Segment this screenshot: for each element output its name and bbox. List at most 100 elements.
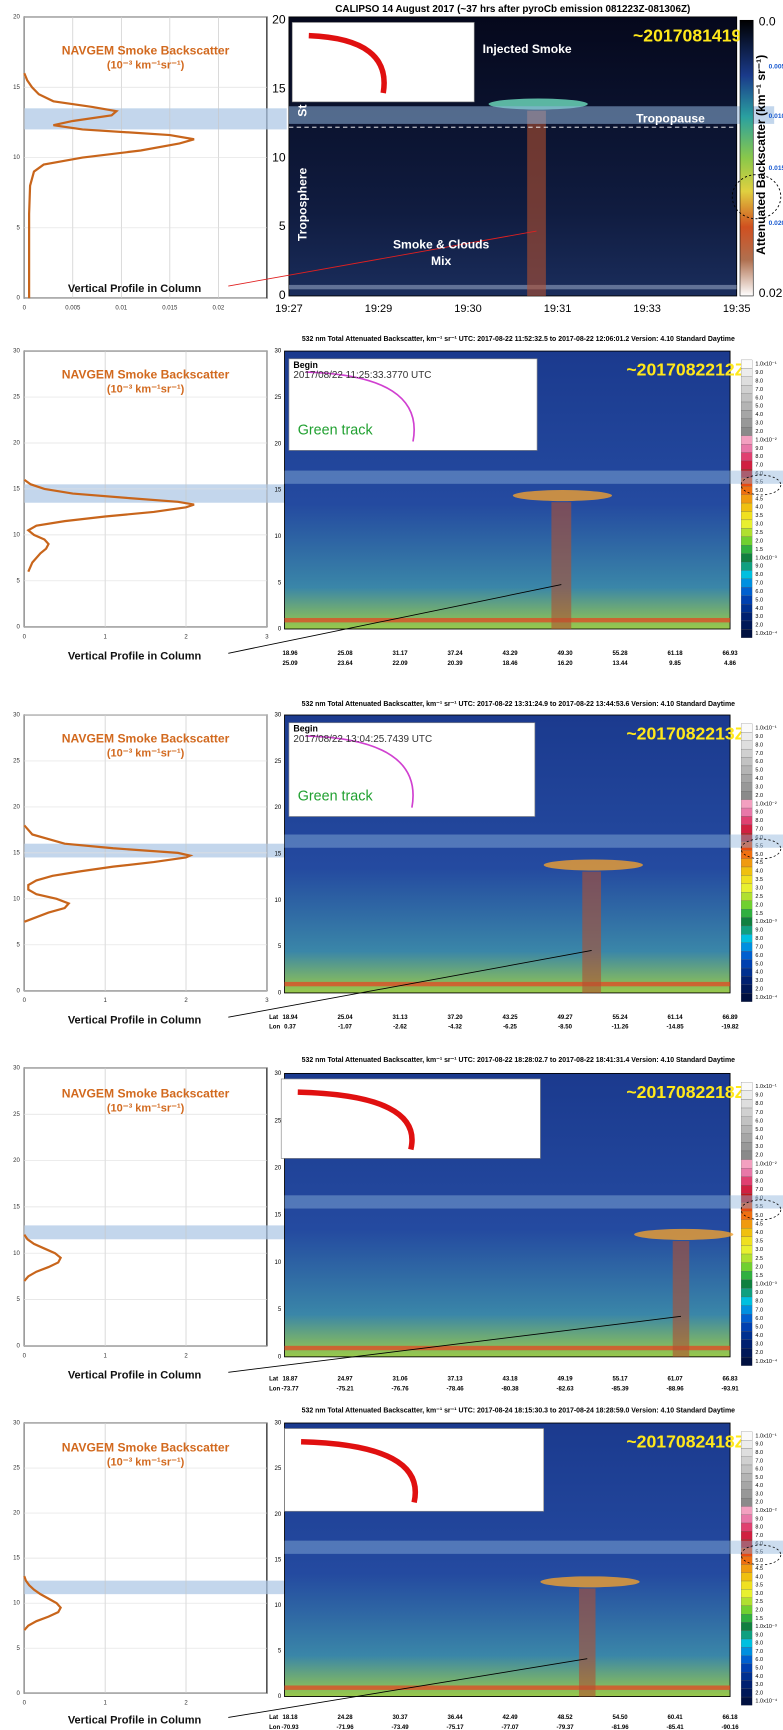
colorbar-label: 4.5 (755, 860, 763, 866)
y-tick-label: 20 (13, 1511, 20, 1517)
lon-label: -14.85 (666, 1025, 684, 1031)
y-tick-label: 0 (278, 991, 282, 997)
x-tick-label: 2 (184, 1353, 188, 1359)
colorbar-cell (740, 460, 753, 470)
colorbar-label: 1.0x10⁻¹ (755, 1084, 776, 1090)
colorbar-label: 1.0x10⁻² (755, 437, 776, 443)
profile-subtitle: (10⁻³ km⁻¹sr⁻¹) (107, 384, 185, 396)
colorbar-label: 7.0 (755, 581, 763, 587)
lon-label: 20.39 (447, 661, 463, 667)
colorbar-cell (740, 1150, 753, 1160)
y-tick-label: 25 (274, 1466, 281, 1472)
colorbar-cell (740, 1219, 753, 1229)
colorbar-label: 1.0x10⁻⁴ (755, 994, 777, 1001)
lat-label: 49.30 (557, 651, 573, 657)
lon-label: -73.77 (281, 1386, 299, 1392)
colorbar-cell (740, 444, 753, 453)
y-tick-label: 15 (13, 850, 20, 856)
colorbar (739, 19, 754, 297)
lat-label: 42.49 (502, 1715, 518, 1721)
y-tick-label: 30 (274, 1071, 281, 1077)
colorbar-cell (740, 740, 753, 750)
surface-layer (284, 1685, 731, 1690)
profile-subtitle: (10⁻³ km⁻¹sr⁻¹) (107, 748, 185, 760)
y-tick-label: 10 (13, 1601, 20, 1607)
colorbar-label: 0.005 (769, 63, 783, 70)
colorbar-label: 5.0 (755, 488, 763, 494)
colorbar-label: 5.0 (755, 597, 763, 603)
lat-label: 49.19 (557, 1377, 573, 1383)
colorbar-cell (740, 528, 753, 537)
colorbar-cell (740, 1522, 753, 1532)
colorbar-label: 4.5 (755, 1566, 763, 1572)
colorbar-cell (740, 900, 753, 910)
inset-time: 2017/08/22 13:04:25.7439 UTC (293, 734, 432, 745)
colorbar-label: 9.0 (755, 1290, 763, 1296)
x-tick-label: 0.005 (65, 306, 81, 312)
colorbar-label: 4.0 (755, 505, 763, 511)
colorbar-cell (740, 1580, 753, 1590)
colorbar-label: 1.5 (755, 1273, 763, 1279)
colorbar-label: 6.0 (755, 1541, 763, 1547)
lat-label: 31.06 (392, 1377, 408, 1383)
panel-title: CALIPSO 14 August 2017 (~37 hrs after py… (335, 4, 690, 15)
x-tick-label: 2 (184, 634, 188, 640)
colorbar-label: 3.0 (755, 614, 763, 620)
colorbar-cell (740, 486, 753, 495)
profile-subtitle: (10⁻³ km⁻¹sr⁻¹) (107, 59, 185, 71)
lon-label: -4.32 (448, 1025, 462, 1031)
y-tick-label: 5 (278, 944, 282, 950)
lon-label: -80.38 (501, 1386, 519, 1392)
lat-label: 48.52 (557, 1715, 573, 1721)
colorbar-cell (740, 723, 753, 733)
panel-header: 532 nm Total Attenuated Backscatter, km⁻… (302, 701, 736, 708)
annotation: Injected Smoke (483, 42, 572, 56)
y-tick-label: 0 (16, 1691, 20, 1697)
colorbar-cell (740, 1176, 753, 1186)
colorbar-cell (740, 553, 753, 563)
colorbar-cell (740, 1125, 753, 1134)
colorbar-cell (740, 368, 753, 377)
colorbar-label: 4.0 (755, 1333, 763, 1339)
timestamp: ~2017082218Z (626, 1082, 745, 1102)
colorbar-label: 9.0 (755, 1093, 763, 1099)
colorbar-label: 0.015 (769, 165, 783, 172)
colorbar-cell (740, 1296, 753, 1306)
colorbar-cell (740, 1448, 753, 1457)
colorbar-label: 0.025 (759, 286, 783, 300)
lon-label: -71.96 (336, 1725, 354, 1730)
colorbar-label: 2.0 (755, 429, 763, 435)
lon-label: -81.96 (611, 1725, 629, 1730)
annotation: Troposphere (295, 167, 309, 241)
colorbar-label: 3.0 (755, 784, 763, 790)
colorbar-label: 8.0 (755, 1178, 763, 1184)
lon-label: -78.46 (446, 1386, 464, 1392)
colorbar-cell (740, 976, 753, 986)
colorbar-cell (740, 942, 753, 952)
colorbar-cell (740, 629, 753, 638)
colorbar-label: 6.0 (755, 1316, 763, 1322)
colorbar-cell (740, 883, 753, 893)
colorbar-label: 9.0 (755, 564, 763, 570)
colorbar-label: 4.5 (755, 496, 763, 502)
colorbar-cell (740, 1614, 753, 1623)
colorbar-label: 0.020 (769, 220, 783, 227)
y-tick-label: 5 (16, 225, 20, 231)
x-tick-label: 19:33 (633, 303, 661, 315)
colorbar-label: 2.0 (755, 1153, 763, 1159)
lat-label: 18.94 (282, 1015, 298, 1021)
colorbar-cell (740, 519, 753, 529)
colorbar-label: 7.0 (755, 1307, 763, 1313)
colorbar-label: 1.0x10⁻³ (755, 555, 776, 561)
inset-track: Green track (298, 788, 374, 804)
colorbar-cell (740, 1271, 753, 1280)
colorbar-label: 7.0 (755, 1458, 763, 1464)
colorbar-cell (740, 1605, 753, 1615)
colorbar-cell (740, 774, 753, 783)
colorbar-label: 3.5 (755, 1583, 763, 1589)
colorbar-cell (740, 1556, 753, 1565)
highlight-ellipse (740, 1199, 782, 1221)
colorbar-label: 7.0 (755, 1110, 763, 1116)
colorbar-label: 1.0x10⁻⁴ (755, 1698, 777, 1705)
